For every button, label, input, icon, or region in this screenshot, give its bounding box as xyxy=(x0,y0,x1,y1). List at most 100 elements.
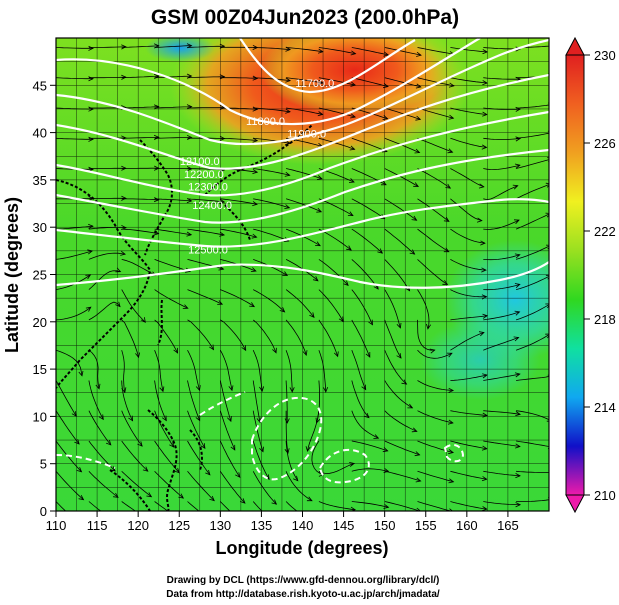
streamline xyxy=(154,289,188,309)
streamline xyxy=(253,289,285,313)
streamline xyxy=(253,107,291,113)
streamline xyxy=(516,132,549,139)
streamline-arrowhead xyxy=(515,502,522,508)
streamline-arrowhead xyxy=(277,524,282,528)
streamline-arrowhead xyxy=(259,386,265,393)
streamline xyxy=(450,440,487,450)
streamline xyxy=(285,440,299,481)
streamline-arrowhead xyxy=(316,207,323,213)
streamline-arrowhead xyxy=(121,44,127,50)
chart-title: GSM 00Z04Jun2023 (200.0hPa) xyxy=(151,6,459,29)
streamline-arrowhead xyxy=(128,415,134,422)
streamline xyxy=(187,380,201,421)
streamline xyxy=(351,137,388,152)
streamline xyxy=(417,168,451,189)
streamline xyxy=(417,47,455,55)
streamline xyxy=(285,380,288,423)
streamline-arrowhead xyxy=(209,344,214,351)
streamline-arrowhead xyxy=(448,114,455,120)
streamline-arrowhead xyxy=(219,74,226,80)
streamline-arrowhead xyxy=(227,416,232,423)
streamline-arrowhead xyxy=(481,476,488,482)
streamline-arrowhead xyxy=(396,353,402,359)
streamline-arrowhead xyxy=(252,169,259,175)
streamline xyxy=(417,259,448,285)
streamline-arrowhead xyxy=(333,351,339,358)
streamline xyxy=(450,374,488,381)
x-axis-ticks: 110 115 120 125 130 135 140 145 150 155 160 165 xyxy=(46,511,519,533)
streamline-arrowhead xyxy=(74,439,80,445)
streamline-arrowhead xyxy=(88,223,94,230)
streamline-arrowhead xyxy=(414,451,421,457)
streamline-arrowhead xyxy=(445,183,452,189)
streamline-arrowhead xyxy=(135,352,141,359)
streamline xyxy=(56,306,92,321)
streamline xyxy=(286,77,323,84)
streamline xyxy=(88,197,126,200)
streamline xyxy=(515,334,549,351)
streamline xyxy=(187,76,225,79)
streamline xyxy=(88,501,102,511)
streamline-arrowhead xyxy=(85,274,92,280)
streamline-arrowhead xyxy=(545,303,549,309)
streamline xyxy=(56,380,77,417)
streamline-arrowhead xyxy=(228,385,234,392)
streamline-arrowhead xyxy=(315,241,321,247)
streamline xyxy=(417,198,450,222)
streamline-arrowhead xyxy=(411,427,418,433)
y-tick-label: 30 xyxy=(33,220,47,235)
streamline xyxy=(253,228,289,242)
contour-label: 12400.0 xyxy=(192,200,232,212)
streamline-arrowhead xyxy=(142,466,149,472)
streamline-arrowhead xyxy=(284,140,291,146)
y-tick-label: 45 xyxy=(33,78,47,93)
streamline-arrowhead xyxy=(121,195,127,201)
streamline-arrowhead xyxy=(411,215,418,221)
streamline xyxy=(285,350,293,392)
streamline-arrowhead xyxy=(363,412,370,419)
streamline xyxy=(483,107,521,110)
streamline-arrowhead xyxy=(514,253,521,259)
streamline xyxy=(56,47,93,49)
streamline-arrowhead xyxy=(545,212,549,218)
streamline xyxy=(219,380,232,422)
streamline-arrowhead xyxy=(250,267,257,272)
streamline xyxy=(187,350,200,391)
streamline xyxy=(516,499,549,502)
streamline xyxy=(285,289,315,318)
y-tick-label: 40 xyxy=(33,126,47,141)
streamline xyxy=(220,319,247,351)
streamline-arrowhead xyxy=(115,520,120,524)
streamline xyxy=(450,501,487,510)
streamline xyxy=(253,168,290,176)
streamline-arrowhead xyxy=(383,467,390,473)
streamline xyxy=(417,470,454,483)
streamline xyxy=(187,45,225,48)
streamline xyxy=(56,250,93,260)
streamline-arrowhead xyxy=(85,306,92,312)
streamline-arrowhead xyxy=(241,345,247,352)
streamline-arrowhead xyxy=(182,304,189,309)
streamline-arrowhead xyxy=(343,280,349,287)
streamline-arrowhead xyxy=(347,211,354,217)
streamline xyxy=(219,350,233,391)
streamline-arrowhead xyxy=(512,184,519,190)
x-tick-label: 150 xyxy=(374,518,396,533)
streamline-arrowhead xyxy=(416,51,422,57)
streamline xyxy=(121,75,159,79)
contour-label: 11700.0 xyxy=(295,78,334,90)
streamline-arrowhead xyxy=(383,503,390,509)
streamline-arrowhead xyxy=(309,312,315,319)
streamline xyxy=(121,319,139,358)
streamline xyxy=(417,501,453,511)
x-axis-label: Longitude (degrees) xyxy=(215,538,388,558)
streamline-arrowhead xyxy=(401,379,408,385)
streamline xyxy=(450,47,488,53)
streamline-arrowhead xyxy=(380,180,387,186)
streamline xyxy=(483,337,519,351)
streamline xyxy=(384,470,421,482)
streamline xyxy=(121,440,149,472)
y-tick-label: 20 xyxy=(33,315,47,330)
streamline-arrowhead xyxy=(481,506,488,511)
streamline-arrowhead xyxy=(284,171,291,177)
